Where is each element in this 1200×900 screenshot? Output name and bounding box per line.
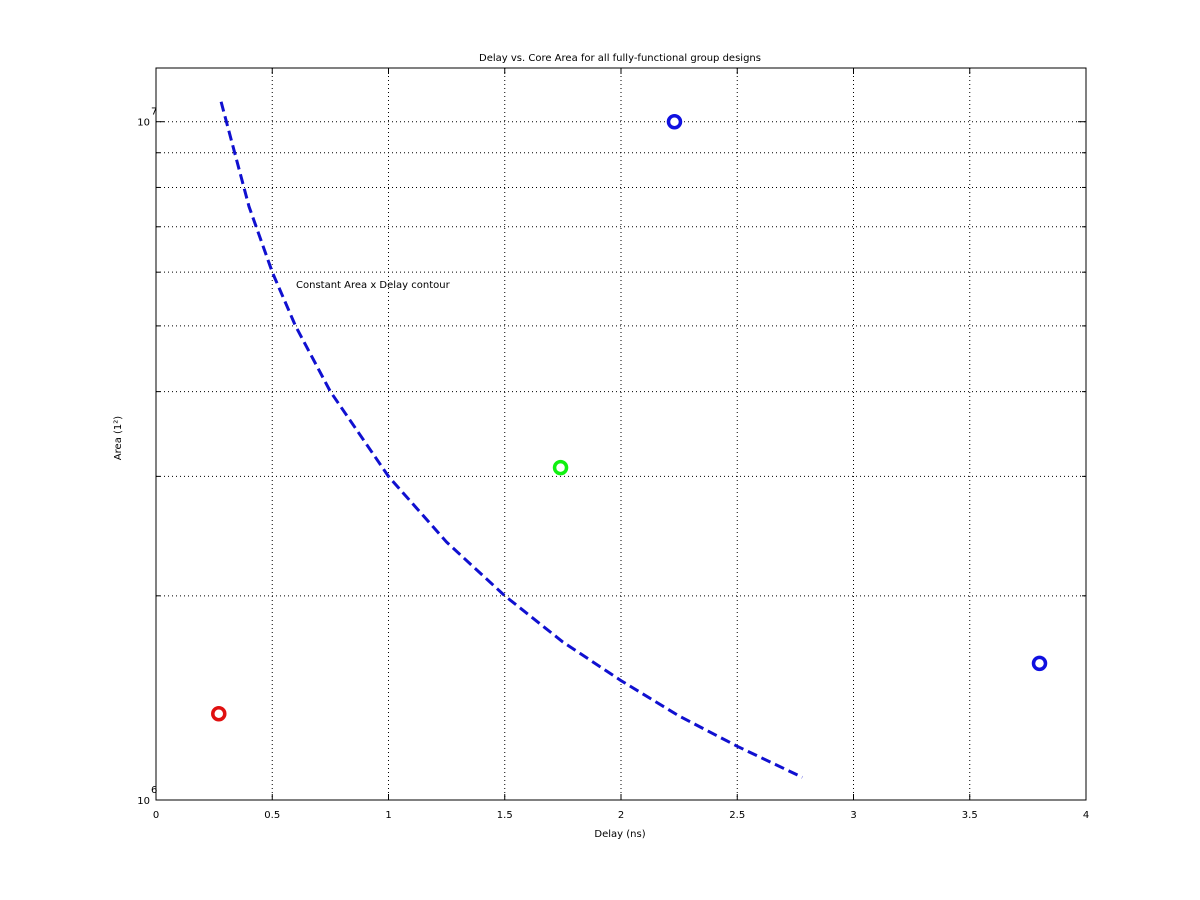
y-tick-label: 10 (137, 796, 150, 807)
y-axis-label: Area (1²) (113, 416, 124, 460)
y-tick-exponent: 6 (151, 785, 157, 796)
x-tick-label: 2 (618, 810, 624, 821)
data-point (666, 113, 683, 130)
x-tick-label: 4 (1083, 810, 1089, 821)
x-axis-label: Delay (ns) (594, 829, 645, 840)
data-point (211, 706, 227, 722)
x-tick-label: 3.5 (962, 810, 978, 821)
x-tick-label: 1 (385, 810, 391, 821)
chart-title: Delay vs. Core Area for all fully-functi… (479, 53, 761, 64)
data-point (1031, 655, 1048, 672)
x-tick-label: 2.5 (729, 810, 745, 821)
data-point (552, 459, 569, 476)
y-tick-exponent: 7 (151, 107, 157, 118)
x-tick-label: 1.5 (497, 810, 513, 821)
annotation: Constant Area x Delay contour (296, 280, 451, 291)
y-tick-label: 10 (137, 118, 150, 129)
plot-frame (155, 67, 1087, 801)
x-tick-label: 0 (153, 810, 159, 821)
x-tick-label: 0.5 (264, 810, 280, 821)
contour-line (219, 101, 803, 779)
x-tick-label: 3 (850, 810, 856, 821)
